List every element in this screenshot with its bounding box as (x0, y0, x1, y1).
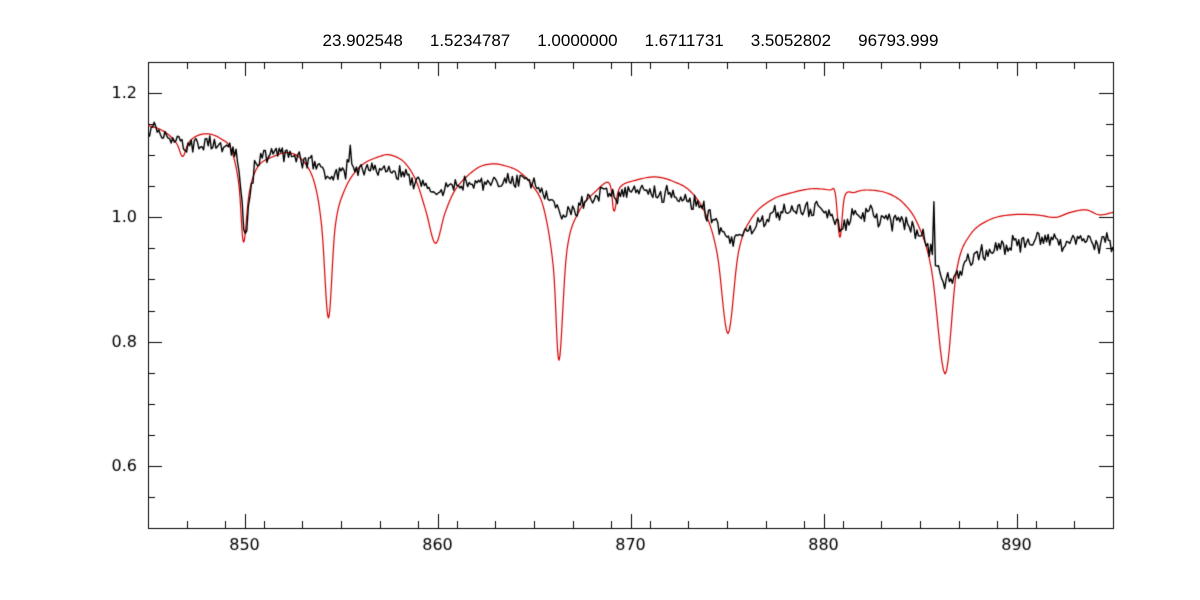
fit-parameter-value: 96793.999 (858, 31, 939, 50)
fit-parameter-value: 1.0000000 (537, 31, 618, 50)
fit-parameter-value: 1.6711731 (644, 31, 724, 50)
fit-parameter-value: 1.5234787 (429, 31, 511, 50)
fit-parameter-value: 3.5052802 (750, 31, 832, 50)
fit-parameter-value: 23.902548 (322, 31, 403, 50)
fit-parameters-title: 23.902548 1.5234787 1.0000000 1.6711731 … (148, 31, 1113, 51)
